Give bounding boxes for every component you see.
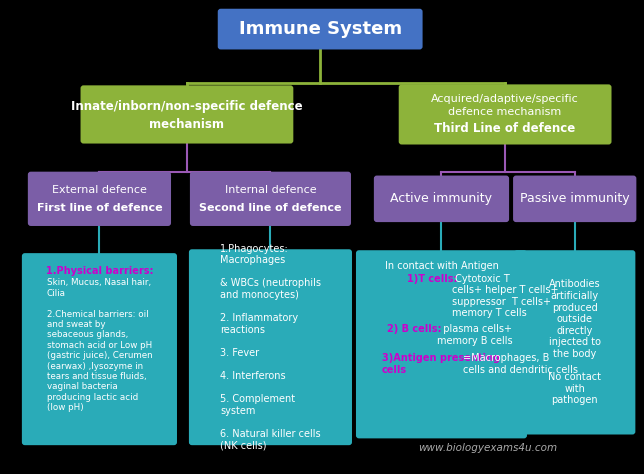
FancyBboxPatch shape	[28, 172, 171, 226]
FancyBboxPatch shape	[356, 250, 527, 438]
Text: 1)T cells:: 1)T cells:	[406, 273, 457, 283]
FancyBboxPatch shape	[22, 253, 177, 445]
Text: Cytotoxic T
cells+ helper T cells+
suppressor  T cells+
memory T cells: Cytotoxic T cells+ helper T cells+ suppr…	[453, 273, 559, 319]
Text: www.biologyexams4u.com: www.biologyexams4u.com	[418, 443, 557, 453]
FancyBboxPatch shape	[514, 250, 636, 435]
Text: mechanism: mechanism	[149, 118, 224, 131]
FancyBboxPatch shape	[374, 175, 509, 222]
Text: 1.Physical barriers:: 1.Physical barriers:	[46, 266, 153, 276]
Text: Third Line of defence: Third Line of defence	[435, 121, 576, 135]
Text: Acquired/adaptive/specific: Acquired/adaptive/specific	[431, 94, 579, 104]
Text: In contact with Antigen: In contact with Antigen	[384, 261, 498, 271]
Text: Immune System: Immune System	[239, 20, 402, 38]
Text: Antibodies
artificially
produced
outside
directly
injected to
the body

No conta: Antibodies artificially produced outside…	[548, 279, 601, 405]
Text: Skin, Mucus, Nasal hair,
Cilia

2.Chemical barriers: oil
and sweat by
sebaceous : Skin, Mucus, Nasal hair, Cilia 2.Chemica…	[46, 278, 152, 412]
FancyBboxPatch shape	[80, 85, 293, 144]
Text: Innate/inborn/non-specific defence: Innate/inborn/non-specific defence	[71, 100, 303, 113]
Text: defence mechanism: defence mechanism	[448, 107, 562, 117]
FancyBboxPatch shape	[399, 84, 612, 145]
Text: External defence: External defence	[52, 185, 147, 195]
Text: 2) B cells:: 2) B cells:	[387, 324, 441, 334]
FancyBboxPatch shape	[218, 9, 422, 49]
Text: Internal defence: Internal defence	[225, 185, 316, 195]
FancyBboxPatch shape	[513, 175, 636, 222]
FancyBboxPatch shape	[189, 249, 352, 445]
Text: 1.Phagocytes:
Macrophages

& WBCs (neutrophils
and monocytes)

2. Inflammatory
r: 1.Phagocytes: Macrophages & WBCs (neutro…	[220, 244, 321, 451]
Text: plasma cells+
memory B cells: plasma cells+ memory B cells	[437, 324, 512, 346]
Text: =Macrophages, B
cells and dendritic cells: =Macrophages, B cells and dendritic cell…	[463, 353, 578, 374]
Text: First line of defence: First line of defence	[37, 202, 162, 212]
Text: 3)Antigen presenting
cells: 3)Antigen presenting cells	[382, 353, 500, 374]
FancyBboxPatch shape	[190, 172, 351, 226]
Text: Passive immunity: Passive immunity	[520, 192, 630, 205]
Text: Active immunity: Active immunity	[390, 192, 493, 205]
Text: Second line of defence: Second line of defence	[199, 202, 342, 212]
